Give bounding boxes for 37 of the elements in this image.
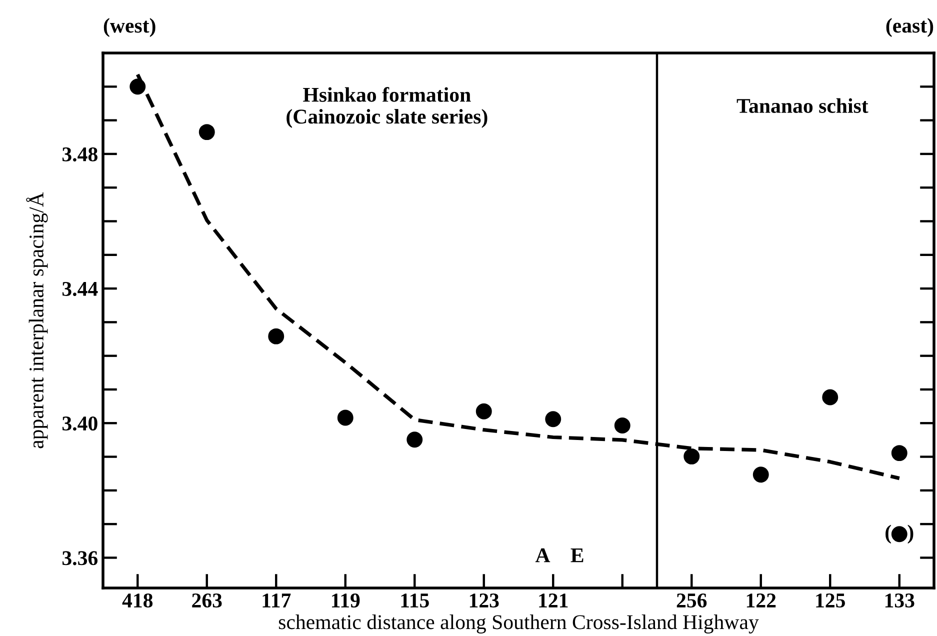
point	[891, 445, 908, 462]
point	[130, 78, 146, 95]
x-tick-label: 133	[885, 594, 914, 608]
x-tick-label: 123	[470, 594, 499, 608]
y-axis-title: apparent interplanar spacing/Å	[26, 192, 48, 448]
x-tick-label: 125	[816, 594, 845, 608]
x-tick-label: 122	[746, 594, 776, 608]
y-tick-label: 3.40	[62, 416, 98, 431]
annotation: A	[535, 548, 550, 562]
x-tick-label: 263	[192, 594, 222, 608]
point	[337, 410, 354, 426]
point	[684, 448, 700, 464]
text: (west)	[104, 18, 156, 37]
point	[198, 124, 215, 140]
annotation: Tananao schist	[736, 98, 868, 113]
annotation: Hsinkao formation (Cainozoic slate series)	[286, 87, 488, 128]
y-tick-label: 3.36	[62, 551, 98, 566]
x-tick-label: 117	[262, 594, 291, 608]
point	[891, 526, 908, 542]
point	[545, 411, 562, 428]
point	[752, 466, 769, 483]
x-tick-label: 256	[676, 594, 707, 608]
x-tick-label: 418	[122, 593, 153, 608]
point	[476, 403, 492, 420]
point	[406, 432, 423, 448]
point	[614, 418, 630, 434]
annotation: E	[570, 548, 584, 562]
y-tick-label: 3.48	[62, 147, 98, 162]
point	[822, 389, 838, 406]
point	[268, 328, 284, 344]
y-tick-label: 3.44	[62, 282, 98, 296]
x-tick-label: 121	[539, 594, 568, 608]
annotation: ( )	[886, 524, 914, 544]
text: (east)	[886, 18, 934, 37]
x-tick-label: 115	[401, 594, 429, 608]
x-axis-title: schematic distance along Southern Cross-Island Highway	[278, 614, 759, 634]
x-tick-label: 119	[332, 594, 360, 608]
